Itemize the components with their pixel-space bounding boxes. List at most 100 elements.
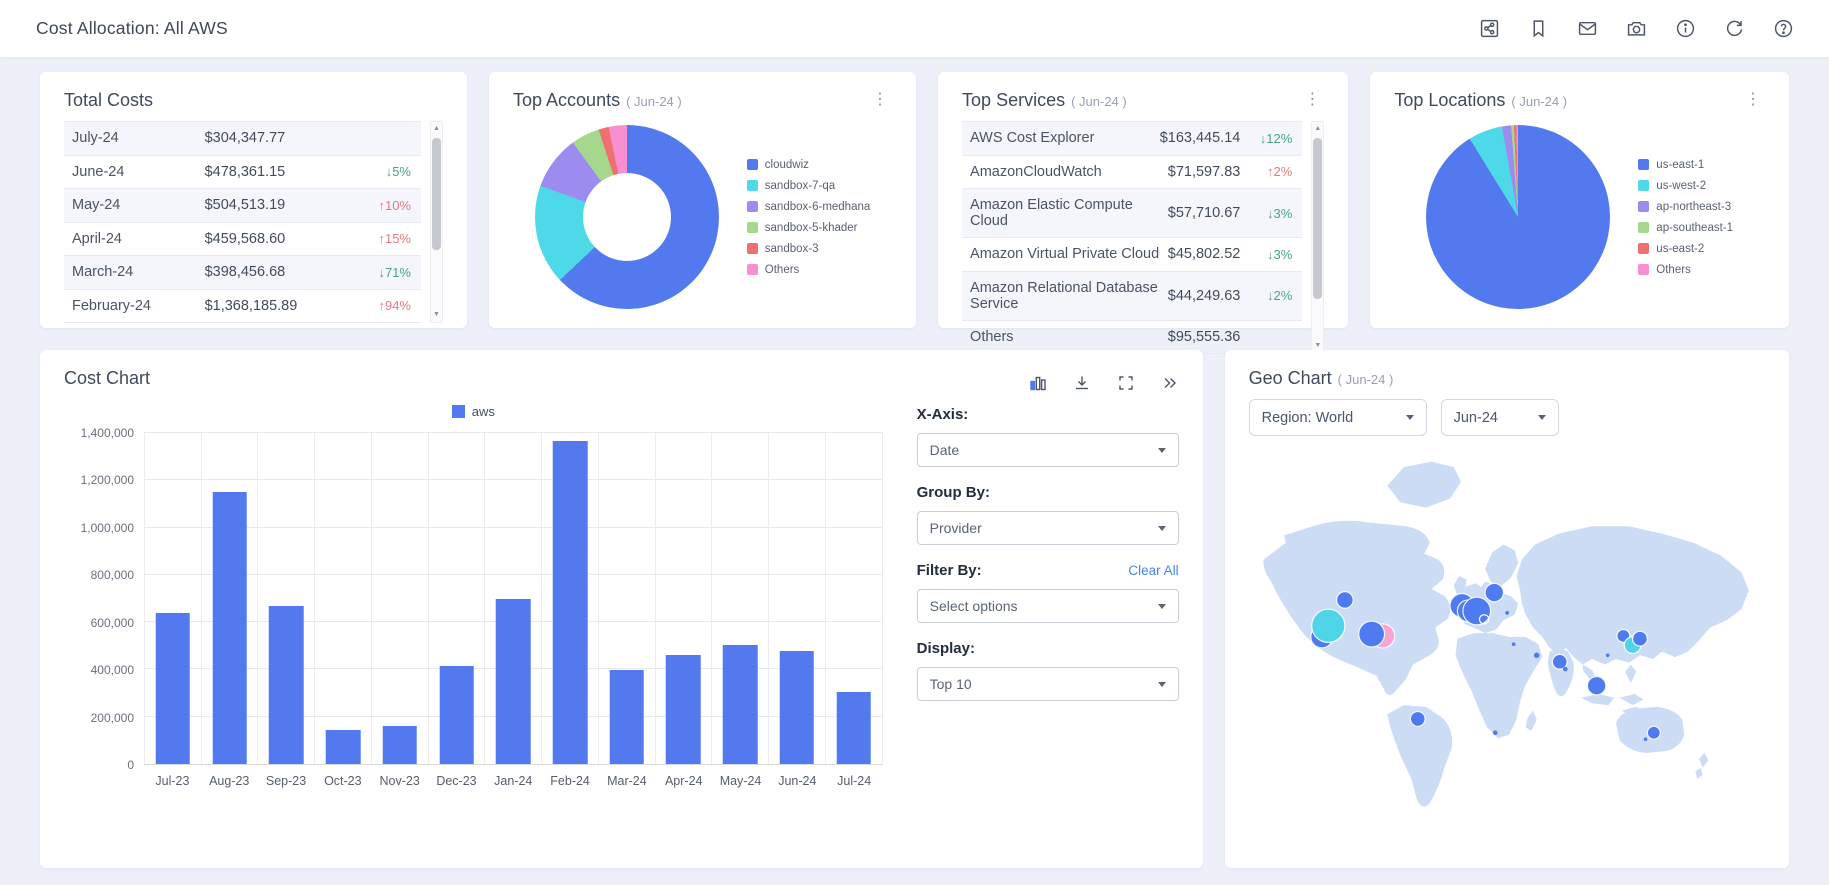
bar-May-24[interactable] bbox=[722, 644, 758, 764]
geo-bubble[interactable] bbox=[1533, 652, 1540, 659]
double-chevron-right-icon[interactable] bbox=[1161, 374, 1179, 392]
chart-legend[interactable]: aws bbox=[64, 404, 883, 419]
geo-bubble[interactable] bbox=[1631, 630, 1648, 647]
geo-bubble[interactable] bbox=[1511, 642, 1516, 647]
groupby-label: Group By: bbox=[916, 484, 990, 501]
share-icon[interactable] bbox=[1480, 19, 1499, 38]
legend-label: sandbox-7-qa bbox=[764, 179, 836, 192]
legend-item[interactable]: ap-northeast-3 bbox=[1638, 201, 1733, 213]
xaxis-select[interactable]: Date bbox=[916, 433, 1179, 467]
filterby-select[interactable]: Select options bbox=[916, 589, 1179, 623]
table-row: Others $95,555.36 bbox=[962, 319, 1303, 354]
geo-bubble[interactable] bbox=[1586, 675, 1607, 696]
geo-bubble[interactable] bbox=[1643, 737, 1647, 742]
bar-Jan-24[interactable] bbox=[495, 598, 531, 764]
top-accounts-donut-chart[interactable] bbox=[534, 125, 719, 309]
scrollbar[interactable]: ▲ ▼ bbox=[430, 121, 444, 323]
geo-bubble[interactable] bbox=[1605, 653, 1610, 658]
kebab-menu-icon[interactable]: ⋮ bbox=[1741, 90, 1765, 110]
scrollbar-thumb[interactable] bbox=[432, 138, 442, 250]
scroll-up-icon[interactable]: ▲ bbox=[433, 125, 440, 132]
bar-Jul-23[interactable] bbox=[155, 612, 191, 764]
geo-bubble[interactable] bbox=[1646, 725, 1661, 740]
legend-swatch bbox=[1638, 243, 1650, 254]
legend-label: ap-southeast-1 bbox=[1656, 221, 1734, 234]
info-icon[interactable] bbox=[1676, 19, 1695, 38]
geo-bubble[interactable] bbox=[1461, 596, 1491, 626]
chart-controls: X-Axis: Date Group By: Provider Filter B… bbox=[916, 402, 1179, 788]
bar-Jul-24[interactable] bbox=[836, 692, 871, 764]
legend-item[interactable]: sandbox-5-khader bbox=[746, 222, 871, 234]
scrollbar[interactable]: ▲ ▼ bbox=[1311, 121, 1325, 354]
kebab-menu-icon[interactable]: ⋮ bbox=[868, 90, 892, 110]
top-services-table: AWS Cost Explorer $163,445.14 ↓12% AmazonCl… bbox=[962, 121, 1325, 354]
cost-bar-chart: aws 0 200,000 400,000 600,000 800,000 1,000,0… bbox=[64, 402, 883, 788]
geo-bubble[interactable] bbox=[1335, 591, 1354, 609]
region-select[interactable]: Region: World bbox=[1248, 399, 1427, 436]
fullscreen-icon[interactable] bbox=[1117, 374, 1135, 392]
top-locations-pie-chart[interactable] bbox=[1426, 125, 1611, 309]
geo-bubble[interactable] bbox=[1357, 620, 1385, 648]
bar-Feb-24[interactable] bbox=[552, 440, 588, 764]
scrollbar-thumb[interactable] bbox=[1313, 138, 1323, 300]
scroll-up-icon[interactable]: ▲ bbox=[1314, 125, 1322, 132]
y-tick-label: 1,200,000 bbox=[80, 473, 134, 488]
screenshot-camera-icon[interactable] bbox=[1627, 19, 1646, 38]
legend-item[interactable]: us-east-1 bbox=[1638, 159, 1733, 171]
legend-label: cloudwiz bbox=[764, 158, 809, 171]
clear-all-link[interactable]: Clear All bbox=[1128, 563, 1179, 578]
legend-item[interactable]: sandbox-6-medhana bbox=[746, 201, 870, 213]
table-row: Amazon Elastic Compute Cloud $57,710.67 ↓3… bbox=[962, 188, 1303, 237]
geo-bubble[interactable] bbox=[1504, 611, 1509, 615]
scroll-down-icon[interactable]: ▼ bbox=[433, 310, 440, 318]
download-icon[interactable] bbox=[1073, 374, 1091, 392]
legend-item[interactable]: ap-southeast-1 bbox=[1638, 222, 1733, 234]
bookmark-icon[interactable] bbox=[1529, 19, 1548, 38]
legend-item[interactable]: sandbox-3 bbox=[746, 243, 871, 255]
bar-Aug-23[interactable] bbox=[212, 492, 247, 764]
top-locations-card: Top Locations( Jun-24 ) ⋮ us-east-1 us-we… bbox=[1370, 72, 1789, 328]
geo-bubble[interactable] bbox=[1310, 608, 1346, 643]
help-icon[interactable] bbox=[1774, 19, 1793, 38]
bar-Dec-23[interactable] bbox=[439, 665, 474, 764]
bar-Sep-23[interactable] bbox=[269, 605, 304, 764]
legend-swatch bbox=[1638, 201, 1650, 212]
refresh-icon[interactable] bbox=[1725, 19, 1744, 38]
legend-item[interactable]: us-east-2 bbox=[1638, 243, 1733, 255]
geo-bubble[interactable] bbox=[1484, 582, 1504, 603]
month-select[interactable]: Jun-24 bbox=[1440, 399, 1559, 436]
geo-bubble[interactable] bbox=[1562, 666, 1568, 672]
x-tick-label: Oct-23 bbox=[324, 774, 362, 788]
top-locations-legend: us-east-1 us-west-2 ap-northeast-3 ap-south… bbox=[1638, 159, 1733, 276]
x-tick-label: Feb-24 bbox=[550, 774, 590, 788]
legend-item[interactable]: sandbox-7-qa bbox=[746, 179, 871, 192]
geo-bubble-map[interactable] bbox=[1249, 444, 1765, 826]
display-select[interactable]: Top 10 bbox=[916, 667, 1179, 701]
bar-Nov-23[interactable] bbox=[382, 726, 418, 764]
geo-bubble[interactable] bbox=[1492, 730, 1498, 736]
bar-Apr-24[interactable] bbox=[666, 655, 701, 764]
table-row: March-24 $398,456.68 ↓71% bbox=[64, 255, 422, 289]
legend-item[interactable]: cloudwiz bbox=[746, 158, 871, 171]
legend-label: us-east-1 bbox=[1656, 158, 1705, 171]
table-row: AmazonCloudWatch $71,597.83 ↑2% bbox=[962, 154, 1303, 189]
chevron-down-icon bbox=[1157, 681, 1166, 687]
legend-item[interactable]: Others bbox=[1638, 264, 1733, 276]
geo-chart-card: Geo Chart( Jun-24 ) Region: World Jun-24 bbox=[1224, 350, 1789, 868]
legend-item[interactable]: us-west-2 bbox=[1638, 180, 1733, 192]
bar-Oct-23[interactable] bbox=[325, 729, 361, 764]
groupby-select[interactable]: Provider bbox=[916, 511, 1179, 545]
chart-type-icon[interactable] bbox=[1029, 374, 1047, 392]
x-tick-label: Jun-24 bbox=[778, 774, 817, 788]
bar-Jun-24[interactable] bbox=[779, 650, 815, 764]
scroll-down-icon[interactable]: ▼ bbox=[1314, 341, 1322, 349]
email-icon[interactable] bbox=[1578, 19, 1597, 38]
bar-Mar-24[interactable] bbox=[609, 669, 645, 764]
chevron-down-icon bbox=[1157, 447, 1166, 453]
geo-bubble[interactable] bbox=[1478, 614, 1489, 625]
legend-item[interactable]: Others bbox=[746, 264, 871, 276]
geo-bubble[interactable] bbox=[1409, 710, 1426, 727]
card-title: Total Costs bbox=[64, 90, 154, 110]
geo-bubble[interactable] bbox=[1551, 653, 1568, 670]
kebab-menu-icon[interactable]: ⋮ bbox=[1300, 90, 1324, 110]
